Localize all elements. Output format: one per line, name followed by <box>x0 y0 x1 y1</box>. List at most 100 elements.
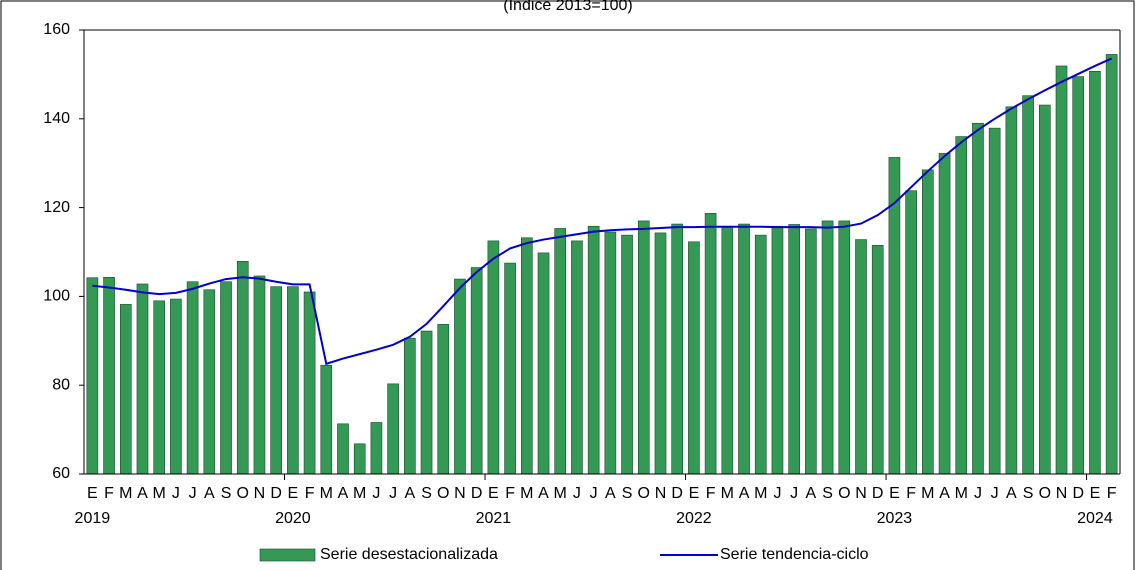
bar <box>537 252 550 475</box>
bar <box>988 127 1001 475</box>
legend-label: Serie tendencia-ciclo <box>720 546 869 563</box>
y-tick-label: 160 <box>43 21 70 38</box>
bar <box>604 231 617 475</box>
y-tick-label: 60 <box>52 465 70 482</box>
bar <box>805 228 817 475</box>
bar <box>554 228 567 475</box>
bar <box>754 234 767 475</box>
bar <box>587 225 600 475</box>
x-tick-label: J <box>991 485 999 502</box>
x-tick-label: A <box>1006 485 1017 502</box>
bar <box>571 240 583 475</box>
bar <box>303 291 316 475</box>
year-label: 2023 <box>877 510 913 527</box>
x-tick-label: D <box>270 485 282 502</box>
x-tick-label: J <box>573 485 581 502</box>
x-tick-label: S <box>1023 485 1034 502</box>
x-tick-label: J <box>773 485 781 502</box>
bar <box>855 239 867 475</box>
bar <box>370 422 383 475</box>
bar <box>320 364 333 475</box>
y-tick-label: 120 <box>43 199 70 216</box>
bar <box>821 220 834 475</box>
x-tick-label: N <box>254 485 266 502</box>
x-tick-label: N <box>855 485 867 502</box>
bar <box>153 300 166 475</box>
bar <box>437 324 450 475</box>
x-tick-label: J <box>189 485 197 502</box>
x-tick-label: J <box>790 485 798 502</box>
x-tick-label: M <box>921 485 934 502</box>
x-tick-label: F <box>505 485 515 502</box>
bar <box>520 237 533 475</box>
x-tick-label: D <box>1072 485 1084 502</box>
bar <box>788 224 800 475</box>
x-tick-label: E <box>889 485 900 502</box>
bar <box>1055 65 1068 475</box>
bar <box>119 304 132 475</box>
x-tick-label: N <box>655 485 667 502</box>
bar <box>387 383 399 475</box>
bar <box>838 220 851 475</box>
bar <box>136 283 149 475</box>
x-tick-label: N <box>1056 485 1068 502</box>
bar <box>487 240 500 475</box>
x-tick-label: A <box>338 485 349 502</box>
x-tick-label: E <box>689 485 700 502</box>
bar <box>353 443 366 475</box>
year-label: 2021 <box>476 510 512 527</box>
bar <box>404 337 416 475</box>
y-tick-label: 140 <box>43 110 70 127</box>
bar <box>938 153 951 475</box>
x-tick-label: M <box>721 485 734 502</box>
x-tick-label: J <box>974 485 982 502</box>
bar <box>955 136 968 475</box>
x-tick-label: E <box>1090 485 1101 502</box>
x-tick-label: A <box>605 485 616 502</box>
bar <box>287 286 299 475</box>
year-label: 2024 <box>1077 510 1113 527</box>
x-tick-label: M <box>754 485 767 502</box>
bar <box>420 330 433 475</box>
x-tick-label: A <box>939 485 950 502</box>
bar <box>621 234 633 475</box>
bar <box>186 281 199 475</box>
bar <box>86 277 99 475</box>
bar <box>721 225 734 475</box>
x-tick-label: O <box>1039 485 1051 502</box>
bar <box>771 225 784 475</box>
x-tick-label: F <box>104 485 114 502</box>
x-tick-label: M <box>153 485 166 502</box>
x-tick-label: O <box>237 485 249 502</box>
bar <box>1089 70 1101 475</box>
y-tick-label: 80 <box>52 376 70 393</box>
legend-label: Serie desestacionalizada <box>320 546 498 563</box>
x-tick-label: O <box>838 485 850 502</box>
bar <box>871 245 884 475</box>
bar <box>671 223 684 475</box>
legend-swatch <box>259 548 316 562</box>
bar <box>170 298 182 475</box>
bar <box>454 278 466 475</box>
x-tick-label: M <box>955 485 968 502</box>
x-tick-label: F <box>706 485 716 502</box>
bar <box>922 169 934 475</box>
bar <box>1038 104 1051 475</box>
x-tick-label: J <box>389 485 397 502</box>
bar <box>972 122 984 475</box>
x-tick-label: D <box>872 485 884 502</box>
x-tick-label: J <box>372 485 380 502</box>
x-tick-label: A <box>137 485 148 502</box>
x-tick-label: S <box>822 485 833 502</box>
x-tick-label: M <box>320 485 333 502</box>
x-tick-label: A <box>538 485 549 502</box>
bar <box>905 190 917 475</box>
trend-line <box>92 57 1113 366</box>
bar <box>270 286 282 475</box>
bar <box>704 213 717 475</box>
x-tick-label: M <box>353 485 366 502</box>
x-tick-label: M <box>119 485 132 502</box>
bar <box>220 281 232 475</box>
bar <box>253 275 266 475</box>
